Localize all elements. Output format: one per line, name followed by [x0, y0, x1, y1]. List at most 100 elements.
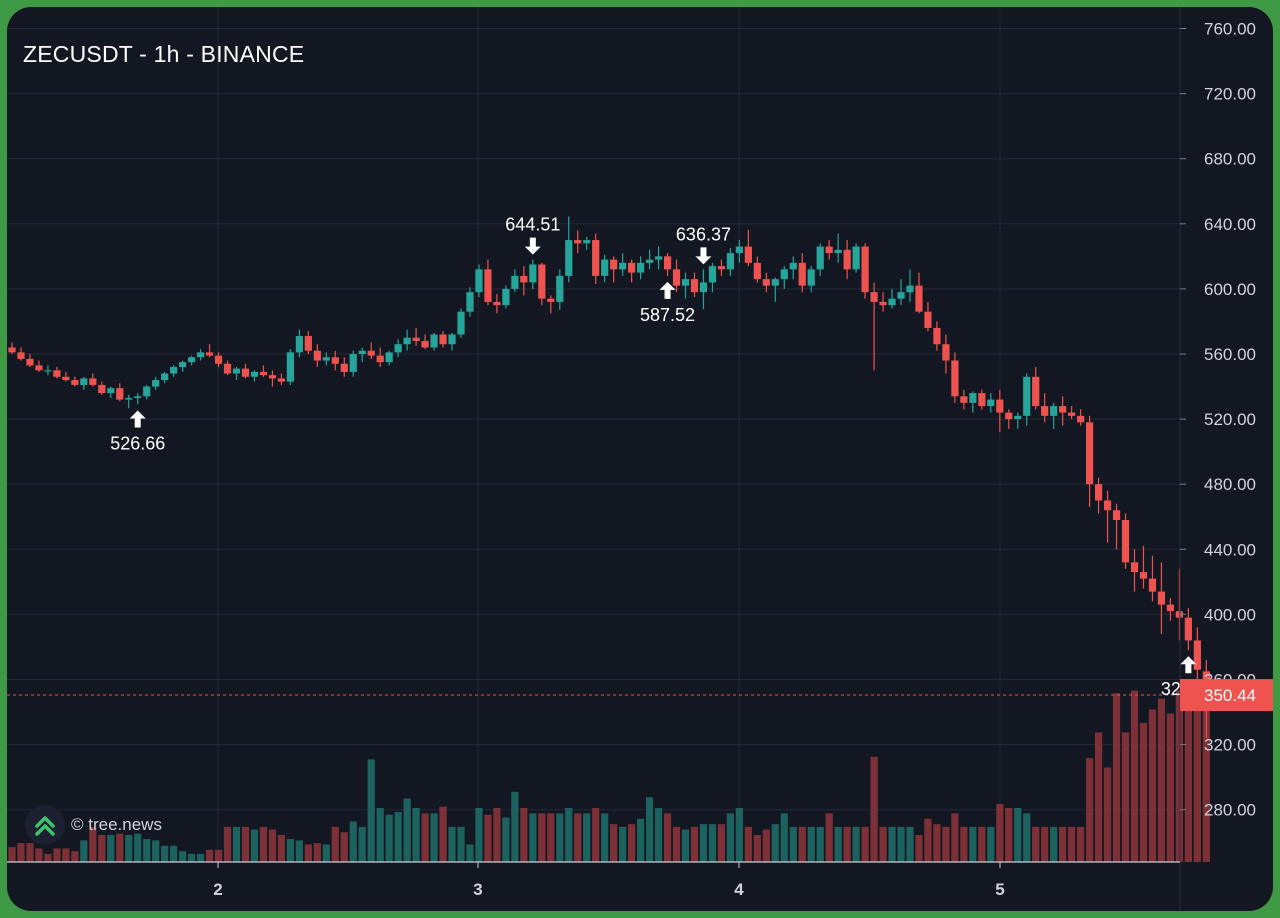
- volume-bar: [430, 813, 438, 862]
- candle-body: [1184, 617, 1192, 641]
- price-tick-label: 320.00: [1204, 736, 1256, 755]
- annotation-label: 587.52: [640, 305, 695, 325]
- volume-bar: [62, 848, 70, 862]
- price-tick-label: 760.00: [1204, 20, 1256, 39]
- candle: [358, 347, 366, 363]
- candle: [179, 360, 187, 372]
- candle-body: [789, 262, 797, 270]
- volume-bar: [789, 826, 797, 862]
- candle: [349, 350, 357, 377]
- high-annotation: 636.37: [676, 224, 731, 265]
- candle-body: [807, 269, 815, 286]
- candle: [44, 365, 52, 376]
- arrow-up-icon: [659, 281, 676, 299]
- candle: [259, 365, 268, 377]
- candle: [843, 240, 851, 280]
- volume-bar: [188, 853, 196, 862]
- volume-bar: [1086, 758, 1094, 862]
- price-tick-label: 560.00: [1204, 345, 1256, 364]
- candle-body: [313, 350, 321, 361]
- volume-bar: [1005, 808, 1013, 862]
- candle-body: [259, 371, 268, 376]
- volume-bar: [843, 826, 851, 862]
- candle: [421, 334, 429, 350]
- volume-bar: [951, 813, 959, 862]
- candle: [834, 233, 842, 263]
- volume-bar: [17, 843, 25, 862]
- candle: [116, 383, 124, 402]
- candle-body: [1059, 406, 1067, 413]
- candle: [385, 350, 393, 366]
- candle-body: [268, 375, 277, 379]
- candle: [592, 233, 600, 285]
- price-tick-label: 600.00: [1204, 280, 1256, 299]
- volume-bar: [484, 814, 492, 862]
- volume-bar: [969, 826, 977, 862]
- candle: [933, 321, 941, 351]
- candle: [681, 272, 690, 299]
- volume-bar: [645, 797, 654, 862]
- candle-body: [1175, 611, 1183, 618]
- last-price-badge-bg: [1180, 679, 1273, 712]
- volume-bar: [313, 843, 321, 862]
- volume-bar: [35, 848, 43, 862]
- candle: [430, 332, 438, 351]
- candle-body: [1112, 510, 1121, 521]
- volume-bar: [978, 826, 986, 862]
- volume-bar: [1032, 826, 1040, 862]
- candle-body: [987, 399, 995, 407]
- candle-body: [412, 337, 420, 341]
- volume-bar: [753, 835, 761, 862]
- candle: [888, 288, 896, 309]
- volume-bar: [241, 826, 250, 862]
- candle: [313, 344, 321, 368]
- candle-body: [654, 256, 663, 260]
- candle: [1041, 393, 1049, 423]
- candle-body: [98, 384, 106, 394]
- volume-bar: [762, 829, 770, 862]
- candle-body: [520, 275, 528, 283]
- candle-body: [304, 336, 312, 351]
- candle: [1050, 402, 1058, 429]
- volume-bar: [538, 813, 546, 862]
- candle: [80, 376, 88, 390]
- candle-body: [1086, 422, 1094, 485]
- candle-body: [430, 334, 438, 348]
- candle: [807, 266, 815, 293]
- volume-bar: [448, 826, 456, 862]
- candle: [538, 262, 546, 306]
- candlestick-chart[interactable]: 526.66644.51587.52636.37324.10760.00720.…: [7, 7, 1273, 911]
- volume-bar: [439, 806, 447, 862]
- candle: [152, 376, 160, 390]
- candle-body: [421, 340, 429, 348]
- candle-body: [80, 378, 88, 385]
- time-tick-label: 3: [473, 880, 482, 899]
- volume-bar: [89, 826, 97, 862]
- volume-bar: [879, 826, 887, 862]
- volume-bar: [556, 813, 564, 862]
- candle: [708, 262, 717, 293]
- arrow-up-icon: [129, 410, 146, 428]
- volume-bar: [690, 826, 699, 862]
- candle: [1184, 607, 1192, 651]
- candle-body: [601, 259, 609, 276]
- volume-bar: [672, 826, 681, 862]
- candle-body: [547, 298, 555, 302]
- candle-body: [466, 292, 474, 312]
- volume-bar: [457, 826, 465, 862]
- volume-bar: [942, 826, 950, 862]
- candle-body: [17, 352, 25, 359]
- candle: [322, 352, 330, 366]
- candle: [610, 256, 618, 283]
- candle-body: [825, 246, 833, 254]
- volume-bar: [529, 813, 537, 862]
- candle: [879, 292, 887, 312]
- candle: [277, 373, 285, 385]
- candle: [457, 308, 465, 338]
- chart-panel: 526.66644.51587.52636.37324.10760.00720.…: [7, 7, 1273, 911]
- candle: [188, 355, 196, 366]
- candle-body: [592, 240, 600, 276]
- candle-body: [762, 279, 770, 286]
- candle-body: [780, 269, 788, 280]
